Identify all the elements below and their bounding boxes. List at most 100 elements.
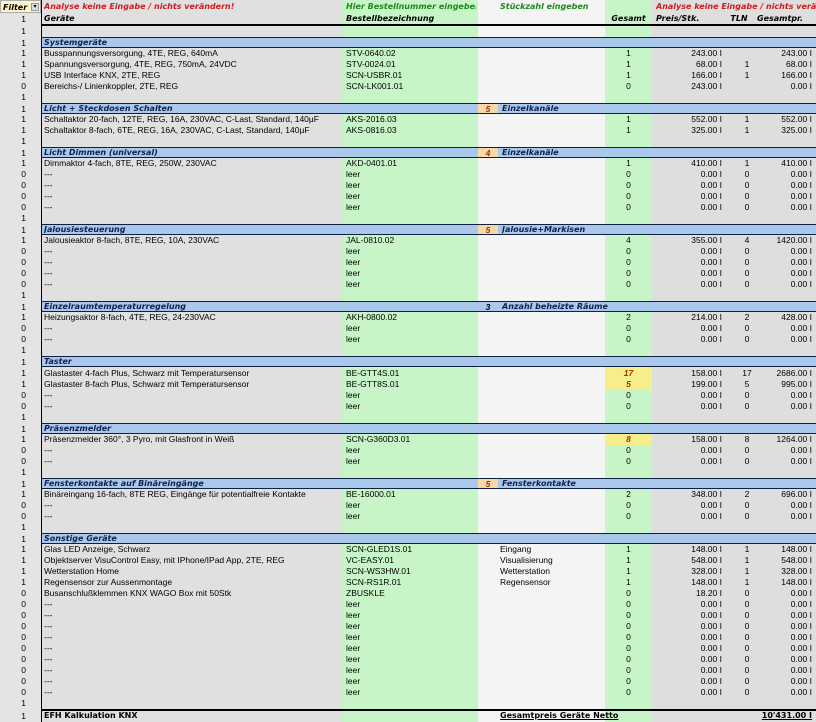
quantity[interactable]: 0 [626, 389, 631, 400]
quantity[interactable]: 2 [626, 488, 631, 499]
order-code[interactable]: STV-0024.01 [346, 59, 396, 70]
order-code[interactable]: AKH-0800.02 [346, 312, 398, 323]
note[interactable] [500, 169, 604, 180]
quantity[interactable]: 1 [626, 114, 631, 125]
note[interactable]: Eingang [500, 543, 532, 554]
section-count[interactable]: 5 [478, 225, 498, 235]
note[interactable] [500, 621, 604, 632]
note[interactable] [500, 257, 604, 268]
order-code[interactable]: AKD-0401.01 [346, 158, 398, 169]
order-code[interactable]: leer [346, 455, 361, 466]
order-code[interactable]: leer [346, 499, 361, 510]
note[interactable] [500, 643, 604, 654]
quantity[interactable]: 0 [626, 664, 631, 675]
order-code[interactable]: leer [346, 279, 361, 290]
note[interactable] [500, 268, 604, 279]
order-code[interactable]: leer [346, 664, 361, 675]
quantity[interactable]: 0 [626, 400, 631, 411]
order-code[interactable]: leer [346, 202, 361, 213]
quantity[interactable]: 2 [626, 312, 631, 323]
order-code[interactable]: leer [346, 191, 361, 202]
quantity[interactable]: 0 [626, 323, 631, 334]
note[interactable] [500, 588, 604, 599]
note[interactable] [500, 334, 604, 345]
order-code[interactable]: leer [346, 598, 361, 609]
quantity[interactable]: 1 [626, 565, 631, 576]
note[interactable] [500, 687, 604, 698]
quantity[interactable]: 0 [626, 686, 631, 697]
order-code[interactable]: leer [346, 246, 361, 257]
note[interactable] [500, 246, 604, 257]
order-code[interactable]: BE-16000.01 [346, 488, 396, 499]
note[interactable] [500, 445, 604, 456]
note[interactable] [500, 489, 604, 500]
note[interactable] [500, 390, 604, 401]
order-code[interactable]: leer [346, 675, 361, 686]
note[interactable] [500, 456, 604, 467]
order-code[interactable]: SCN-RS1R.01 [346, 576, 402, 587]
quantity[interactable]: 0 [626, 81, 631, 92]
order-code[interactable]: leer [346, 444, 361, 455]
quantity[interactable]: 0 [626, 257, 631, 268]
note[interactable] [500, 379, 604, 390]
note[interactable]: Regensensor [500, 576, 551, 587]
order-code[interactable]: leer [346, 334, 361, 345]
order-code[interactable]: leer [346, 323, 361, 334]
note[interactable] [500, 81, 604, 92]
quantity[interactable]: 0 [626, 587, 631, 598]
note[interactable] [500, 676, 604, 687]
quantity[interactable]: 0 [626, 334, 631, 345]
quantity[interactable]: 0 [626, 609, 631, 620]
quantity[interactable]: 0 [626, 169, 631, 180]
note[interactable] [500, 665, 604, 676]
note[interactable]: Wetterstation [500, 565, 550, 576]
quantity[interactable]: 0 [626, 268, 631, 279]
quantity[interactable]: 1 [626, 59, 631, 70]
quantity[interactable]: 1 [626, 70, 631, 81]
order-code[interactable]: leer [346, 180, 361, 191]
note[interactable] [500, 401, 604, 412]
quantity[interactable]: 0 [626, 675, 631, 686]
note[interactable] [500, 312, 604, 323]
order-code[interactable]: SCN-LK001.01 [346, 81, 404, 92]
quantity[interactable]: 0 [626, 191, 631, 202]
quantity[interactable]: 4 [626, 235, 631, 246]
note[interactable] [500, 180, 604, 191]
note[interactable] [500, 500, 604, 511]
note[interactable]: Visualisierung [500, 554, 553, 565]
order-code[interactable]: VC-EASY.01 [346, 554, 395, 565]
section-count[interactable]: 5 [478, 104, 498, 114]
quantity[interactable]: 1 [626, 576, 631, 587]
quantity[interactable]: 0 [626, 202, 631, 213]
quantity[interactable]: 0 [626, 455, 631, 466]
note[interactable] [500, 279, 604, 290]
quantity[interactable]: 1 [626, 48, 631, 59]
note[interactable] [500, 125, 604, 136]
order-code[interactable]: leer [346, 686, 361, 697]
order-code[interactable]: ZBUSKLE [346, 587, 385, 598]
note[interactable] [500, 599, 604, 610]
note[interactable] [500, 202, 604, 213]
order-code[interactable]: leer [346, 169, 361, 180]
quantity[interactable]: 1 [626, 543, 631, 554]
quantity[interactable]: 0 [626, 631, 631, 642]
section-count[interactable]: 3 [485, 302, 491, 312]
quantity[interactable]: 0 [626, 620, 631, 631]
quantity[interactable]: 0 [626, 246, 631, 257]
quantity[interactable]: 0 [626, 642, 631, 653]
order-code[interactable]: SCN-WS3HW.01 [346, 565, 411, 576]
note[interactable] [500, 70, 604, 81]
note[interactable] [500, 191, 604, 202]
order-code[interactable]: leer [346, 642, 361, 653]
quantity[interactable]: 0 [626, 180, 631, 191]
order-code[interactable]: AKS-0816.03 [346, 125, 397, 136]
note[interactable] [500, 434, 604, 445]
note[interactable] [500, 48, 604, 59]
quantity[interactable]: 5 [605, 378, 652, 390]
quantity[interactable]: 0 [626, 444, 631, 455]
order-code[interactable]: leer [346, 268, 361, 279]
order-code[interactable]: JAL-0810.02 [346, 235, 395, 246]
note[interactable] [500, 114, 604, 125]
section-count[interactable]: 5 [478, 478, 498, 488]
order-code[interactable]: SCN-USBR.01 [346, 70, 403, 81]
